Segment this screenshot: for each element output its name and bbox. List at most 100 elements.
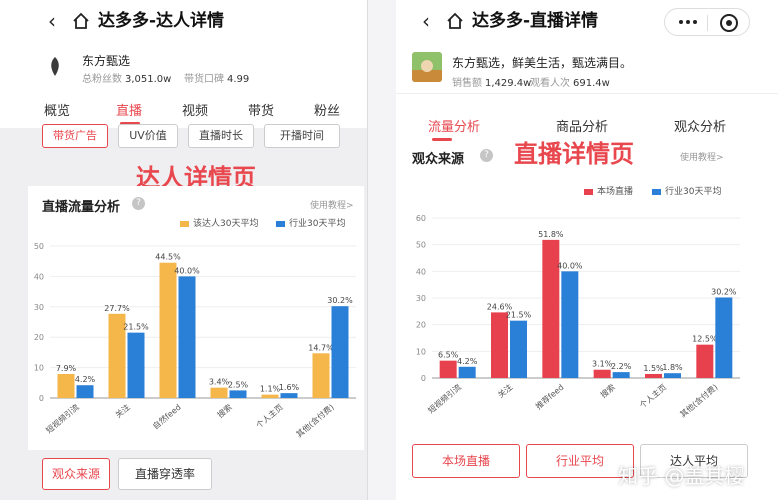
tab-products[interactable]: 商品分析 (556, 120, 609, 135)
tutorial-link[interactable]: 使用教程> (680, 153, 724, 163)
bar (542, 239, 560, 378)
data-label: 1.6% (279, 383, 300, 392)
home-icon[interactable] (446, 12, 464, 30)
filter-uv[interactable]: UV价值 (118, 124, 178, 148)
sales-stat: 带货口碑 4.99 (184, 70, 249, 85)
data-label: 40.0% (174, 266, 200, 275)
bar (312, 353, 330, 398)
bar (491, 312, 508, 378)
bar (261, 394, 279, 398)
help-icon[interactable]: ? (132, 197, 145, 210)
active-tab-indicator (120, 122, 140, 125)
data-label: 24.6% (487, 302, 513, 311)
legend-item-industry: 行业30天平均 (652, 184, 721, 197)
bar (76, 385, 94, 398)
tab-bar: 概览 直播 视频 带货 粉丝 (0, 90, 367, 128)
chevron-left-icon[interactable]: ‹ (48, 9, 56, 33)
legend-label: 行业30天平均 (665, 187, 722, 197)
data-label: 14.7% (308, 343, 334, 352)
data-label: 3.1% (592, 360, 613, 369)
data-label: 27.7% (104, 304, 130, 313)
y-tick-label: 50 (34, 242, 44, 251)
nav-bar: ‹ 达多多-直播详情 (396, 0, 778, 44)
bar (510, 320, 527, 378)
x-tick-label: 搜索 (598, 382, 617, 400)
shop-name: 东方甄选 (82, 54, 131, 68)
fans-value: 3,051.0w (125, 74, 172, 85)
x-tick-label: 搜索 (215, 402, 234, 420)
legend-swatch-blue (652, 188, 661, 195)
divider (368, 0, 396, 500)
y-tick-label: 20 (416, 321, 426, 330)
shop-header: 东方甄选 总粉丝数 3,051.0w 带货口碑 4.99 (0, 44, 367, 90)
filter-duration[interactable]: 直播时长 (188, 124, 254, 148)
live-penetration-button[interactable]: 直播穿透率 (118, 458, 212, 490)
active-tab-indicator (432, 138, 452, 141)
filter-start-time[interactable]: 开播时间 (264, 124, 340, 148)
data-label: 40.0% (557, 261, 583, 270)
bar (108, 313, 126, 398)
bar (331, 306, 349, 398)
creator-average-button[interactable]: 达人平均 (640, 444, 748, 478)
section-title: 直播流量分析 (42, 200, 121, 215)
legend-item-live: 本场直播 (584, 184, 633, 197)
data-label: 1.8% (662, 363, 683, 372)
chevron-left-icon[interactable]: ‹ (422, 9, 430, 33)
tab-video[interactable]: 视频 (182, 104, 209, 119)
tab-audience[interactable]: 观众分析 (674, 120, 727, 135)
y-tick-label: 50 (416, 241, 426, 250)
audience-source-card: 观众来源 ? 直播详情页 使用教程> 本场直播 行业30天平均 0 10 20 30 4… (396, 140, 778, 442)
tab-live[interactable]: 直播 (116, 104, 143, 119)
bar (458, 366, 476, 378)
bar (210, 387, 228, 398)
data-label: 7.9% (56, 364, 77, 373)
tab-goods[interactable]: 带货 (248, 104, 275, 119)
filter-ad[interactable]: 带货广告 (42, 124, 108, 148)
more-icon[interactable] (679, 20, 701, 26)
help-icon[interactable]: ? (480, 149, 493, 162)
y-tick-label: 10 (34, 364, 44, 373)
y-tick-label: 10 (416, 347, 426, 356)
tab-fans[interactable]: 粉丝 (314, 104, 341, 119)
this-live-button[interactable]: 本场直播 (412, 444, 520, 478)
data-label: 12.5% (692, 335, 718, 344)
data-label: 30.2% (711, 287, 737, 296)
traffic-card: 直播流量分析 ? 使用教程> 该达人30天平均 行业30天平均 0 10 20 30 4… (28, 186, 364, 450)
tutorial-link[interactable]: 使用教程> (310, 201, 354, 211)
bar (57, 373, 75, 398)
data-label: 1.5% (643, 364, 664, 373)
y-tick-label: 20 (34, 333, 44, 342)
live-detail-screen-right: ‹ 达多多-直播详情 东方甄选，鲜美生活，甄选满目。 销售额 1,429.4w 观… (396, 0, 778, 500)
y-tick-label: 0 (39, 394, 44, 403)
data-label: 4.2% (75, 375, 96, 384)
industry-average-button[interactable]: 行业平均 (526, 444, 634, 478)
legend-swatch-yellow (180, 220, 189, 227)
close-icon[interactable] (720, 14, 738, 32)
shop-name: 东方甄选，鲜美生活，甄选满目。 (452, 56, 633, 70)
data-label: 4.2% (457, 357, 478, 366)
revenue-stat: 销售额 1,429.4w (452, 74, 531, 89)
data-label: 51.8% (538, 230, 564, 239)
x-tick-label: 关注 (496, 382, 515, 400)
x-tick-label: 短视频引流 (44, 402, 81, 435)
sales-value: 4.99 (227, 74, 250, 85)
home-icon[interactable] (72, 12, 90, 30)
shop-logo (412, 52, 442, 82)
shop-header: 东方甄选，鲜美生活，甄选满目。 销售额 1,429.4w 观看人次 691.4w (396, 44, 778, 94)
tab-overview[interactable]: 概览 (44, 104, 71, 119)
x-tick-label: 个人主页 (254, 402, 285, 430)
legend-item-industry: 行业30天平均 (276, 216, 345, 229)
x-tick-label: 短视频引流 (426, 382, 463, 415)
legend-label: 行业30天平均 (289, 219, 346, 229)
bar (612, 372, 630, 378)
tab-traffic[interactable]: 流量分析 (428, 120, 481, 135)
data-label: 2.5% (228, 380, 249, 389)
audience-source-button[interactable]: 观众来源 (42, 458, 110, 490)
bar (439, 360, 457, 378)
y-tick-label: 60 (416, 214, 426, 223)
y-tick-label: 30 (34, 303, 44, 312)
x-tick-label: 其他(含付费) (294, 402, 336, 439)
shop-logo (44, 54, 66, 80)
fans-label: 总粉丝数 (82, 74, 122, 85)
bar (593, 369, 611, 378)
